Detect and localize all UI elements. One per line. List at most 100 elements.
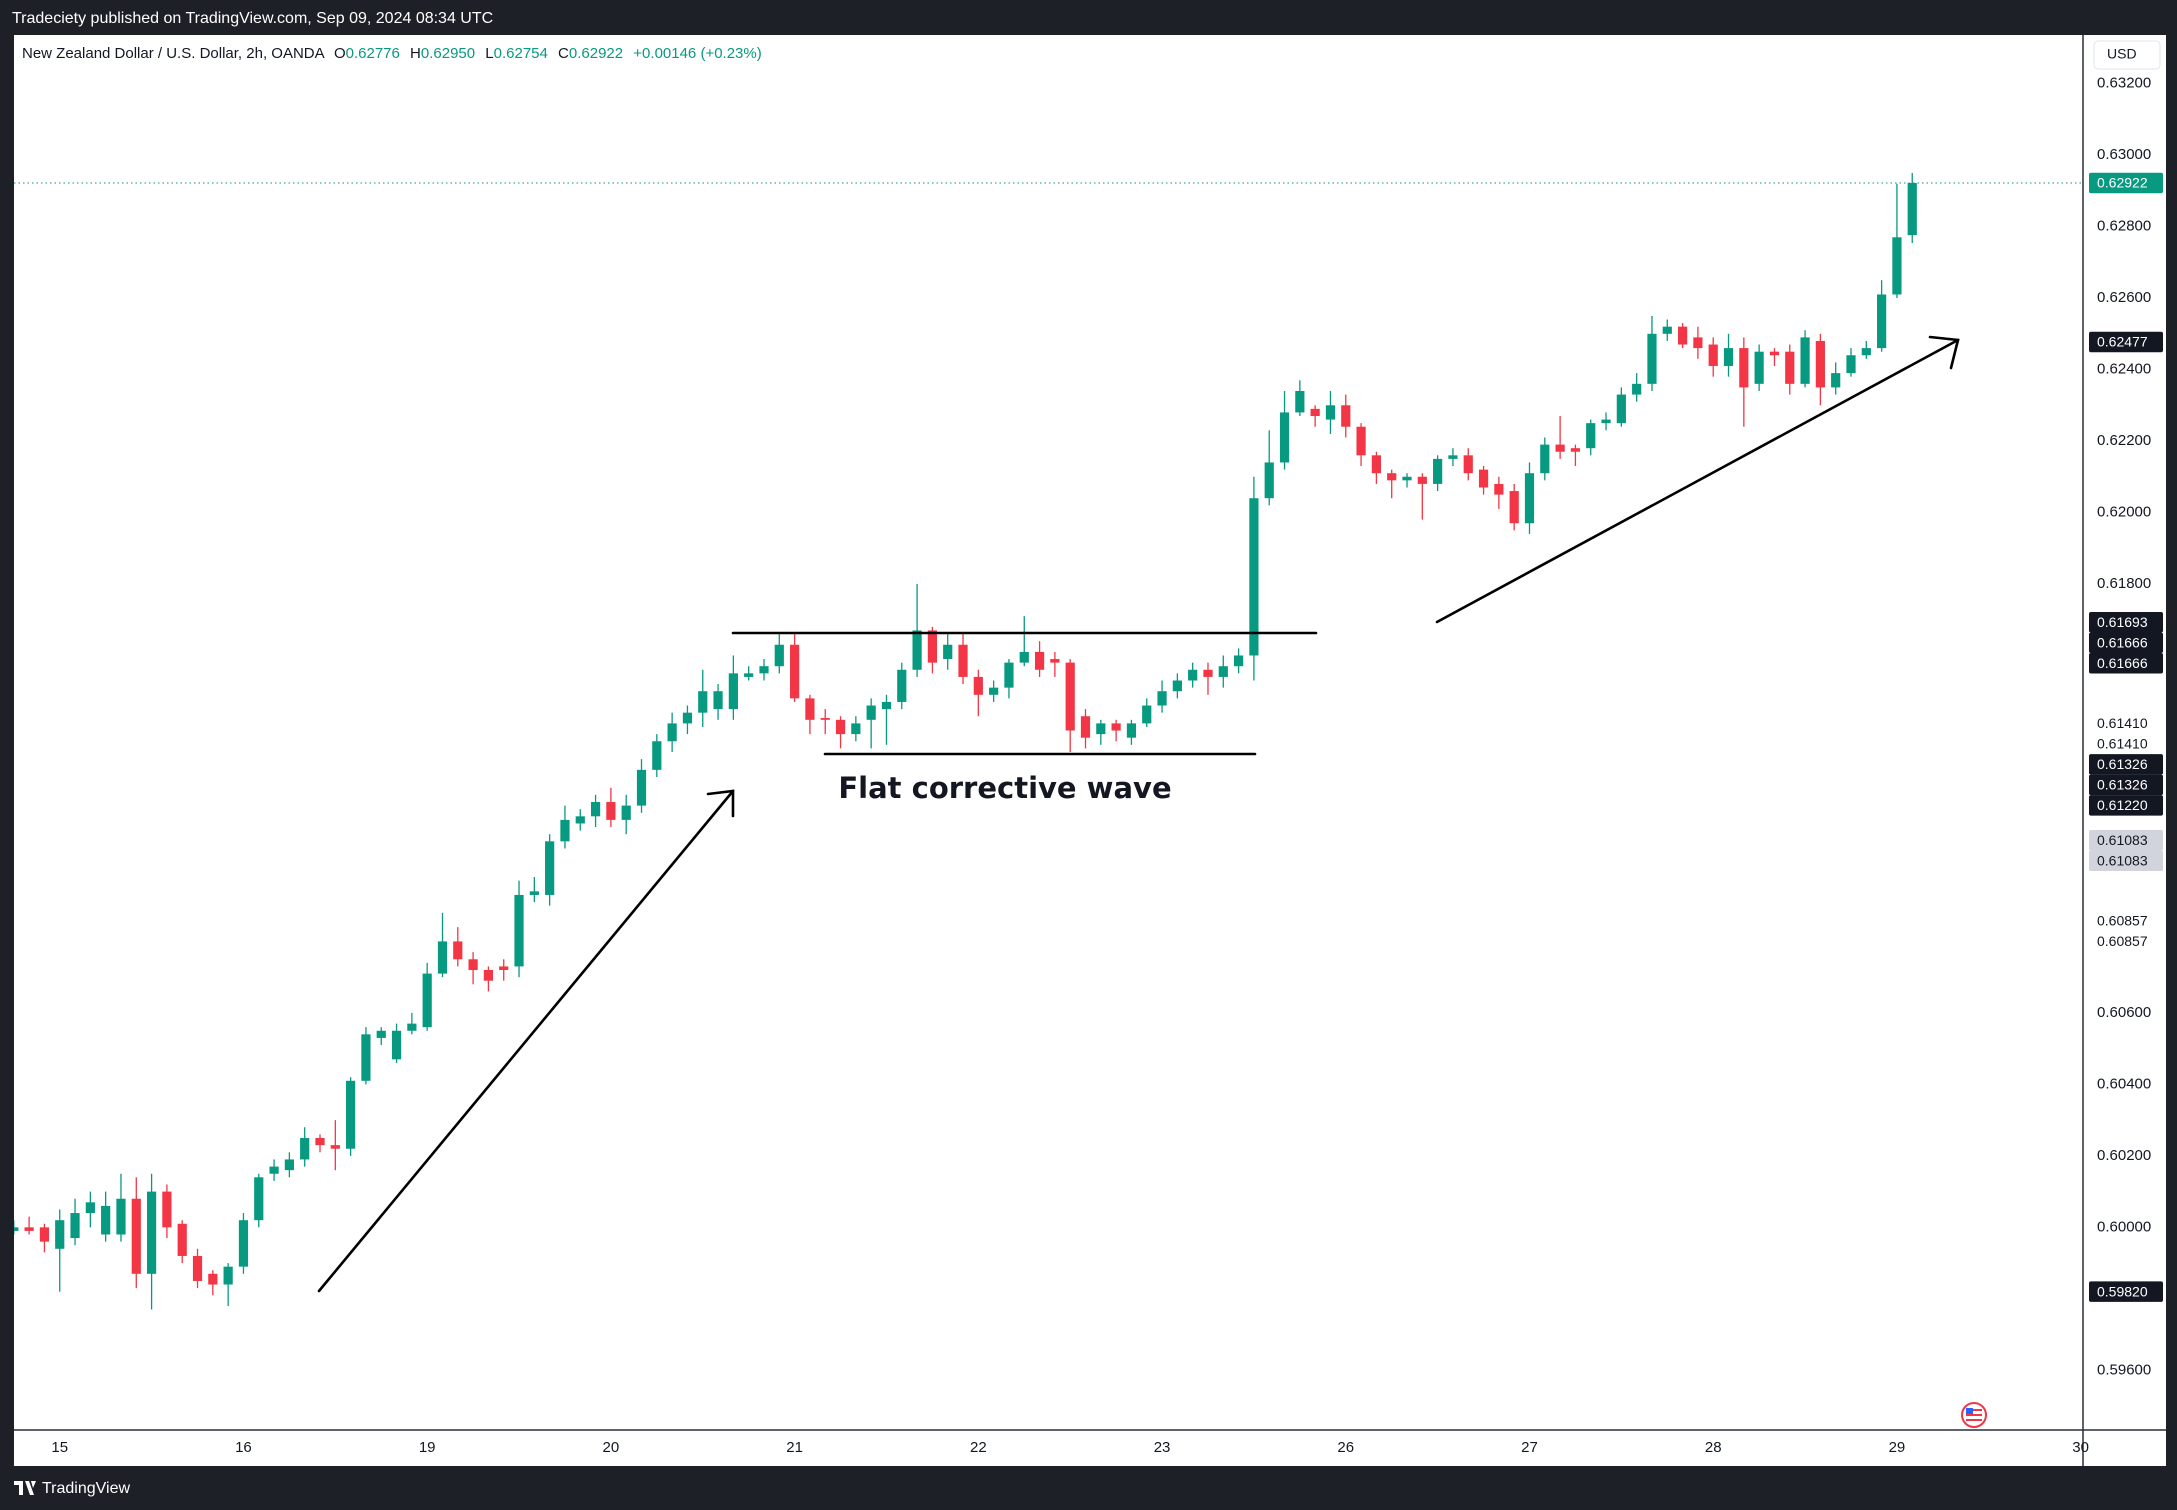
candle-body xyxy=(39,1227,50,1242)
price-marker xyxy=(2089,713,2163,734)
candle-body xyxy=(162,1191,172,1228)
candle-body xyxy=(866,705,876,720)
candle-body xyxy=(468,959,478,971)
candle-body xyxy=(1417,476,1427,484)
price-marker-label: 0.61666 xyxy=(2097,655,2148,671)
candle-body xyxy=(575,816,585,824)
candle-body xyxy=(254,1177,264,1221)
y-tick-label: 0.62800 xyxy=(2097,218,2151,235)
flag-icon xyxy=(1961,1402,1987,1428)
candle-body xyxy=(1892,237,1902,295)
candle-body xyxy=(1249,498,1259,656)
annotation: Flat corrective wave xyxy=(838,771,1171,805)
candle-body xyxy=(1877,294,1887,349)
candle-body xyxy=(774,644,784,667)
price-marker xyxy=(2089,850,2163,872)
ohlc-letter: L xyxy=(485,45,493,62)
candle-body xyxy=(116,1198,126,1235)
candle-body xyxy=(1693,337,1703,349)
x-tick-label: 16 xyxy=(235,1439,252,1456)
x-tick-label: 27 xyxy=(1521,1439,1538,1456)
candle-body xyxy=(1157,691,1167,706)
candle-body xyxy=(1769,351,1780,356)
change: +0.00146 (+0.23%) xyxy=(633,45,761,62)
ohlc-value: 0.62922 xyxy=(569,45,623,62)
price-marker xyxy=(2089,795,2163,816)
candle-body xyxy=(1264,462,1274,499)
arrow-head xyxy=(1928,335,1960,370)
candle-body xyxy=(1080,716,1091,738)
candle-body xyxy=(223,1266,233,1285)
candle-body xyxy=(192,1255,203,1281)
candle-body xyxy=(1126,723,1137,738)
candle-body xyxy=(912,630,922,670)
candle-body xyxy=(437,941,448,974)
candle-body xyxy=(1371,455,1381,474)
price-marker xyxy=(2089,611,2163,633)
candle-body xyxy=(1295,390,1305,413)
candle-body xyxy=(177,1223,187,1256)
candle-body xyxy=(1601,419,1611,424)
candle-body xyxy=(1739,348,1749,388)
candle-body xyxy=(1325,405,1336,420)
candle-body xyxy=(728,673,738,710)
symbol-title: New Zealand Dollar / U.S. Dollar, 2h, OA… xyxy=(22,45,325,62)
x-tick-label: 30 xyxy=(2072,1439,2089,1456)
candle-body xyxy=(1540,444,1550,474)
price-marker-label: 0.62477 xyxy=(2097,334,2148,350)
candle-body xyxy=(422,973,432,1028)
candle-body xyxy=(545,841,555,895)
candle-body xyxy=(453,941,463,960)
candle-body xyxy=(483,970,494,981)
ohlc-value: 0.62754 xyxy=(494,45,548,62)
candle-body xyxy=(146,1191,157,1274)
candle-body xyxy=(315,1137,325,1146)
price-marker-label: 0.61326 xyxy=(2097,777,2148,793)
candle-body xyxy=(973,676,983,695)
time-axis: 15 16 19 20 21 22 23 26 27 28 29 30 xyxy=(51,1439,2089,1456)
x-tick-label: 19 xyxy=(419,1439,436,1456)
ohlc-letter: H xyxy=(410,45,421,62)
candle-body xyxy=(1463,455,1473,474)
candle-body xyxy=(1831,373,1841,388)
candle-body xyxy=(376,1030,386,1038)
candle-body xyxy=(330,1145,340,1149)
candle-body xyxy=(514,894,524,967)
price-marker-label: 0.61326 xyxy=(2097,756,2148,772)
candle-body xyxy=(744,673,754,677)
price-marker-label: 0.61083 xyxy=(2097,852,2148,868)
candle-body xyxy=(284,1159,294,1171)
price-marker-label: 0.61666 xyxy=(2097,634,2148,650)
candle-body xyxy=(1632,383,1642,395)
symbol-legend: New Zealand Dollar / U.S. Dollar, 2h, OA… xyxy=(22,45,762,62)
candle-body xyxy=(208,1273,218,1285)
price-marker-label: 0.61693 xyxy=(2097,614,2148,630)
candle-body xyxy=(1754,351,1764,384)
candle-body xyxy=(790,644,800,699)
y-tick-label: 0.63200 xyxy=(2097,75,2151,92)
candle-body xyxy=(606,802,616,820)
price-marker-label: 0.61083 xyxy=(2097,832,2148,848)
candle-body xyxy=(1188,669,1198,681)
ohlc-letter: O xyxy=(334,45,346,62)
price-marker-label: 0.60857 xyxy=(2097,933,2148,949)
candle-body xyxy=(346,1080,356,1149)
price-marker-label: 0.61220 xyxy=(2097,797,2148,813)
price-marker xyxy=(2089,632,2163,653)
brand-name: TradingView xyxy=(42,1480,130,1497)
ohlc-value: 0.62950 xyxy=(421,45,475,62)
x-tick-label: 23 xyxy=(1154,1439,1171,1456)
x-tick-label: 28 xyxy=(1705,1439,1722,1456)
candle-body xyxy=(238,1220,249,1267)
price-marker-label: 0.60857 xyxy=(2097,913,2148,929)
candle-body xyxy=(1050,659,1060,663)
currency-button[interactable] xyxy=(2093,40,2161,70)
price-marker xyxy=(2089,1281,2163,1302)
candle-body xyxy=(70,1213,80,1239)
candle-body xyxy=(897,669,907,702)
candle-body xyxy=(989,687,999,695)
currency-label[interactable]: USD xyxy=(2107,46,2137,62)
candle-body xyxy=(759,666,769,674)
candle-body xyxy=(1555,444,1565,452)
candle-body xyxy=(1907,182,1917,236)
